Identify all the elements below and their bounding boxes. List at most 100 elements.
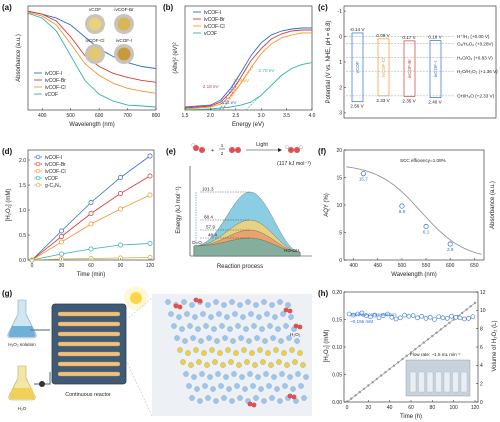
h2o2-solution-label: H₂O₂ solution [8,342,36,347]
panel-d-legend-label: vCOF [45,176,58,182]
volume-point [388,367,391,371]
lattice-atom [269,302,275,308]
lattice-atom [195,326,201,332]
lattice-atom [251,323,257,329]
lattice-atom [168,311,174,317]
concentration-point [449,313,454,319]
panel-a-xtick: 400 [38,113,47,119]
scc-efficiency: SCC efficiency=1.08% [400,158,446,163]
panel-d-point [88,246,94,252]
lattice-atom [201,350,207,356]
panel-b: (b) 2.18 eV 2.24 eV 2.70 eV 2.24 eV ivCOF-I… [163,3,316,128]
lattice-atom [297,350,303,356]
band-name: vCOF [355,61,360,73]
aqy-label: 15.7 [359,177,368,182]
lattice-atom [174,335,180,341]
lattice-atom [254,335,260,341]
lattice-atom [217,350,223,356]
volume-point [362,387,366,390]
panel-a-series [27,10,157,108]
panel-b-xtick: 1.5 [182,113,189,119]
equation-denominator: 2 [221,151,224,156]
panel-d-xtick: 30 [59,263,65,269]
hydrogen-atom-icon [191,143,195,147]
panel-h-ytick-right: 4 [480,363,483,369]
lattice-atom [191,374,197,380]
lattice-atom [220,362,226,368]
panel-b-xtick: 3.0 [258,113,265,119]
lattice-atom [199,371,205,377]
panel-c-ytick: 0 [339,34,342,40]
aqy-label: 9.8 [399,209,406,214]
panel-d-point [147,241,153,246]
panel-h-ytick-right: 10 [480,308,486,314]
concentration-point [406,313,412,319]
oxygen-atom-icon [229,147,235,153]
panel-h-points [346,310,476,322]
vial-icon [443,371,451,393]
volume-point [354,394,357,397]
panel-b-ylabel: (Ahv)² (eV)² [173,42,179,73]
lattice-atom [286,335,292,341]
lattice-atom [245,299,251,305]
panel-a-xtick: 600 [95,113,104,119]
lattice-atom [284,362,290,368]
vial-photo [405,359,471,397]
concentration-point [355,311,360,317]
concentration-point [423,316,429,321]
redox-label: H⁺/H₂ (+0.00 V) [457,34,490,39]
lattice-atom [198,338,204,344]
panel-a-legend-label: vCOF [45,92,58,98]
concentration-point [393,316,399,322]
panel-f-ytick: 0 [339,258,342,264]
lattice-atom [222,335,228,341]
band-name: ivCOF-Cl [381,58,386,77]
panel-f: (f) 15.7 9.8 6.1 2.9 400 450 500 550 600 650 0 5 1… [318,147,496,278]
lattice-atom [239,374,245,380]
vb-label: 2.35 V [402,98,416,103]
lattice-atom [242,386,248,392]
lattice-atom [196,359,202,365]
reactor-channel [57,321,121,327]
panel-h-ytick: 0.20 [332,290,342,296]
panel-f-ytick: 15 [336,175,342,181]
lattice-atom [221,395,227,401]
panel-d-letter: (d) [2,147,13,156]
reactor-channel [57,341,121,347]
volume-point [439,328,443,331]
panel-h-ytick-right: 6 [480,345,483,351]
volume-point [431,334,434,338]
lattice-atom [264,311,270,317]
vb-label: 2.33 V [376,98,390,103]
oxygen-atom-icon [199,147,205,153]
panel-b-xticks: 1.5 2.0 2.5 3.0 3.5 4.0 [182,108,316,119]
concentration-point [363,313,369,318]
panel-a-xlabel: Wavelength (nm) [69,122,114,128]
panel-d-point [118,242,123,248]
volume-point [409,351,413,354]
lattice-atom [288,314,294,320]
panel-c-letter: (c) [318,3,328,12]
equation-numerator: 1 [221,143,224,148]
concentration-point [351,312,356,318]
panel-c-ytick: 1 [339,60,342,66]
panel-b-frame [184,5,313,111]
panel-h-xtick: 60 [408,405,414,411]
panel-a-frame [27,5,157,111]
lattice-atom [171,323,177,329]
concentration-point [372,312,378,318]
lattice-atom [260,359,266,365]
lattice-atom [186,383,192,389]
concentration-point [436,314,442,320]
lattice-atom [190,335,196,341]
lattice-atom [219,323,225,329]
lattice-atom [276,359,282,365]
lattice-atom [263,371,269,377]
lattice-atom [188,362,194,368]
volume-point [469,305,472,308]
oxygen-molecule-icon [193,297,199,303]
volume-point [418,344,421,348]
panel-c-bands: vCOF -0.14 V 2.56 V ivCOF-Cl 0.09 V 2.33 V ivC… [350,27,443,109]
panel-d-point [59,239,64,245]
